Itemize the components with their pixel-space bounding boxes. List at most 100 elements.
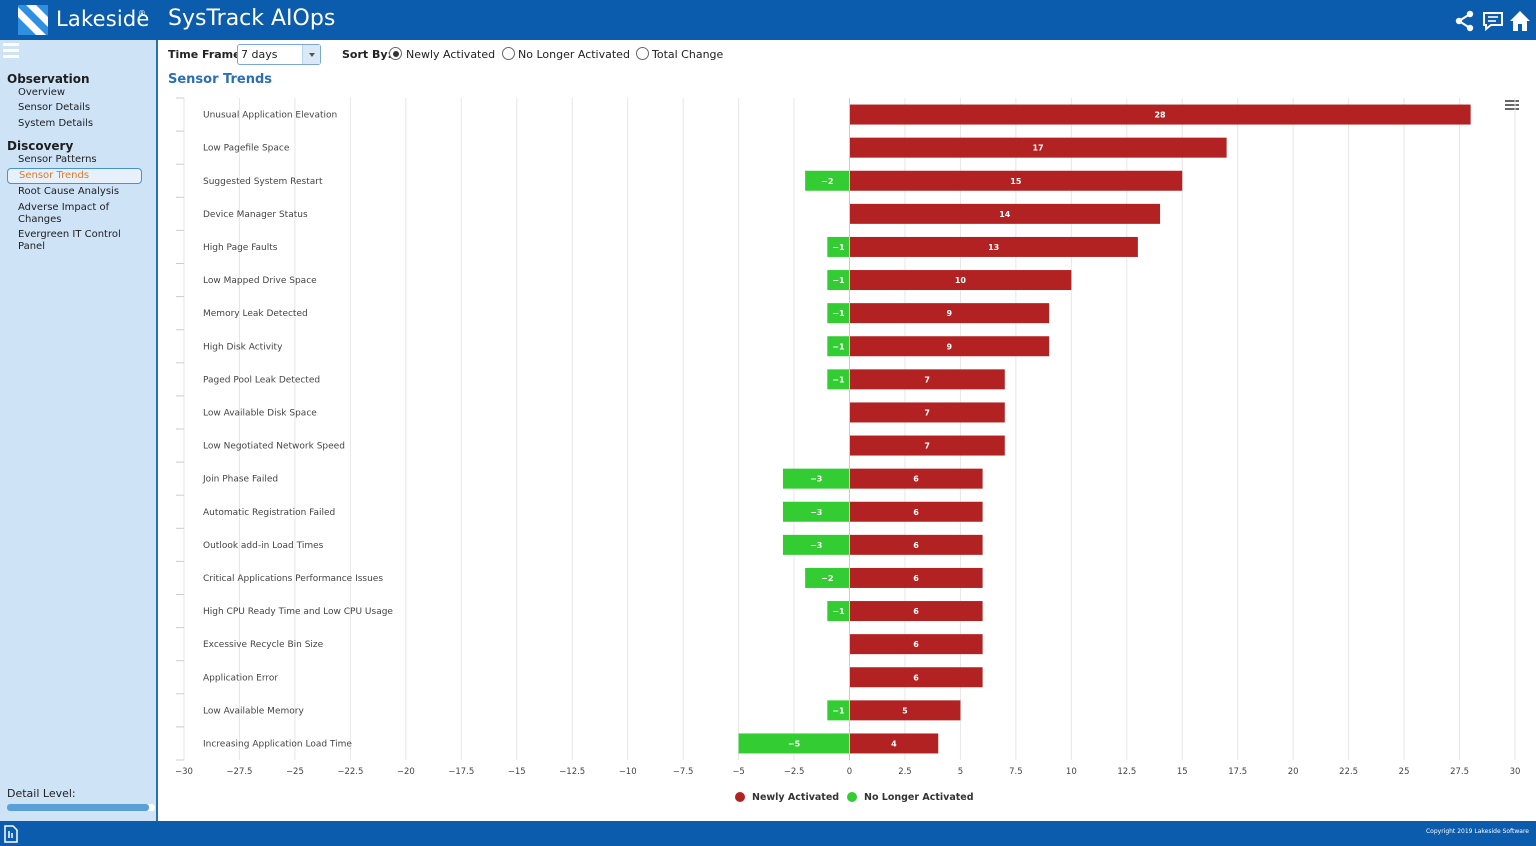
- footer-bar: Copyright 2019 Lakeside Software: [0, 821, 1536, 846]
- data-label-newly-activated: 10: [955, 276, 967, 285]
- data-label-no-longer-activated: −1: [832, 607, 845, 616]
- data-label-no-longer-activated: −3: [810, 475, 822, 484]
- category-label: Low Available Memory: [203, 706, 304, 716]
- bar-newly-activated: [849, 468, 983, 489]
- category-label: Paged Pool Leak Detected: [203, 375, 320, 385]
- data-label-newly-activated: 4: [891, 739, 897, 748]
- sidebar: Observation Overview Sensor Details Syst…: [0, 40, 158, 821]
- nav-item-sensor-trends[interactable]: Sensor Trends: [7, 168, 142, 184]
- bar-newly-activated: [849, 634, 983, 655]
- radio-total-change[interactable]: [636, 47, 649, 60]
- radio-label-newly-activated[interactable]: Newly Activated: [406, 48, 496, 61]
- menu-icon[interactable]: [3, 43, 19, 59]
- x-tick-label: 27.5: [1450, 767, 1469, 777]
- data-label-newly-activated: 6: [913, 541, 919, 550]
- bar-newly-activated: [849, 435, 1005, 456]
- bar-no-longer-activated: [827, 369, 850, 390]
- timeframe-select[interactable]: 7 days: [237, 44, 321, 65]
- nav-item-sensor-patterns[interactable]: Sensor Patterns: [18, 154, 97, 165]
- data-label-no-longer-activated: −3: [810, 508, 822, 517]
- x-tick-label: 17.5: [1228, 767, 1247, 777]
- app-title: SysTrack AIOps: [168, 6, 336, 31]
- radio-newly-activated[interactable]: [389, 47, 402, 60]
- category-label: High CPU Ready Time and Low CPU Usage: [203, 607, 393, 617]
- legend-marker-no-longer-activated: [847, 792, 857, 802]
- data-label-newly-activated: 7: [924, 408, 930, 417]
- nav-item-sensor-details[interactable]: Sensor Details: [18, 102, 91, 113]
- timeframe-label: Time Frame:: [168, 48, 246, 61]
- bar-newly-activated: [849, 336, 1050, 357]
- share-icon[interactable]: [1454, 10, 1476, 32]
- bar-newly-activated: [849, 203, 1161, 224]
- data-label-newly-activated: 6: [913, 574, 919, 583]
- legend-marker-newly-activated: [735, 792, 745, 802]
- radio-label-no-longer-activated[interactable]: No Longer Activated: [518, 48, 630, 61]
- data-label-newly-activated: 28: [1154, 111, 1166, 120]
- detail-level-slider[interactable]: [7, 804, 155, 811]
- data-label-newly-activated: 13: [988, 243, 999, 252]
- radio-label-total-change[interactable]: Total Change: [652, 48, 724, 61]
- x-tick-label: 10: [1066, 767, 1077, 777]
- chart-menu-icon[interactable]: [1505, 100, 1519, 112]
- x-tick-label: 15: [1177, 767, 1188, 777]
- nav-item-root-cause-analysis[interactable]: Root Cause Analysis: [18, 186, 120, 197]
- category-label: Memory Leak Detected: [203, 309, 308, 319]
- nav-item-overview[interactable]: Overview: [18, 87, 66, 98]
- detail-level-label: Detail Level:: [7, 787, 76, 800]
- bar-newly-activated: [849, 270, 1072, 291]
- x-tick-label: 2.5: [898, 767, 912, 777]
- data-label-newly-activated: 17: [1032, 144, 1043, 153]
- data-label-newly-activated: 6: [913, 607, 919, 616]
- bar-no-longer-activated: [827, 601, 850, 622]
- bar-no-longer-activated: [827, 270, 850, 291]
- category-label: Device Manager Status: [203, 210, 308, 220]
- radio-no-longer-activated[interactable]: [502, 47, 515, 60]
- x-tick-label: 7.5: [1009, 767, 1023, 777]
- category-label: Low Available Disk Space: [203, 408, 317, 418]
- document-icon[interactable]: [3, 825, 19, 843]
- bar-no-longer-activated: [782, 534, 850, 555]
- bar-no-longer-activated: [827, 303, 850, 324]
- header-bar: Lakeside ® SysTrack AIOps: [0, 0, 1536, 40]
- x-tick-label: 25: [1399, 767, 1410, 777]
- data-label-no-longer-activated: −3: [810, 541, 822, 550]
- category-label: Outlook add-in Load Times: [203, 541, 324, 551]
- data-label-newly-activated: 6: [913, 640, 919, 649]
- bar-no-longer-activated: [805, 567, 850, 588]
- bar-newly-activated: [849, 667, 983, 688]
- chat-icon[interactable]: [1482, 10, 1504, 32]
- bar-newly-activated: [849, 369, 1005, 390]
- x-tick-label: −5: [732, 767, 745, 777]
- nav-item-evergreen-it[interactable]: Evergreen IT Control Panel: [18, 229, 121, 252]
- data-label-no-longer-activated: −2: [821, 574, 833, 583]
- nav-item-adverse-impact[interactable]: Adverse Impact of Changes: [18, 202, 110, 225]
- bar-newly-activated: [849, 501, 983, 522]
- data-label-no-longer-activated: −1: [832, 276, 845, 285]
- bar-newly-activated: [849, 601, 983, 622]
- x-tick-label: −2.5: [784, 767, 805, 777]
- chevron-down-icon[interactable]: [302, 45, 320, 64]
- home-icon[interactable]: [1509, 10, 1531, 32]
- sensor-trends-chart: −30 −27.5 −25 −22.5 −20 −17.5 −15 −12.5 −10 −7.5−…: [175, 97, 1520, 803]
- x-tick-label: 22.5: [1339, 767, 1358, 777]
- bar-newly-activated: [849, 402, 1005, 423]
- x-tick-label: −17.5: [448, 767, 474, 777]
- x-tick-label: −25: [286, 767, 304, 777]
- category-label: Unusual Application Elevation: [203, 111, 337, 121]
- brand-name: Lakeside: [56, 7, 150, 31]
- data-label-no-longer-activated: −1: [832, 243, 845, 252]
- bar-no-longer-activated: [827, 236, 850, 257]
- category-label: Application Error: [203, 673, 278, 683]
- category-label: Increasing Application Load Time: [203, 739, 352, 749]
- category-label: Low Negotiated Network Speed: [203, 442, 345, 452]
- nav-item-system-details[interactable]: System Details: [18, 118, 94, 129]
- category-label: Critical Applications Performance Issues: [203, 574, 383, 584]
- x-tick-label: −10: [619, 767, 637, 777]
- x-tick-label: 12.5: [1117, 767, 1136, 777]
- data-label-no-longer-activated: −1: [832, 375, 845, 384]
- x-tick-label: −27.5: [226, 767, 252, 777]
- data-label-newly-activated: 6: [913, 475, 919, 484]
- nav-heading-discovery: Discovery: [7, 139, 74, 153]
- data-label-newly-activated: 9: [947, 309, 953, 318]
- data-label-no-longer-activated: −1: [832, 706, 845, 715]
